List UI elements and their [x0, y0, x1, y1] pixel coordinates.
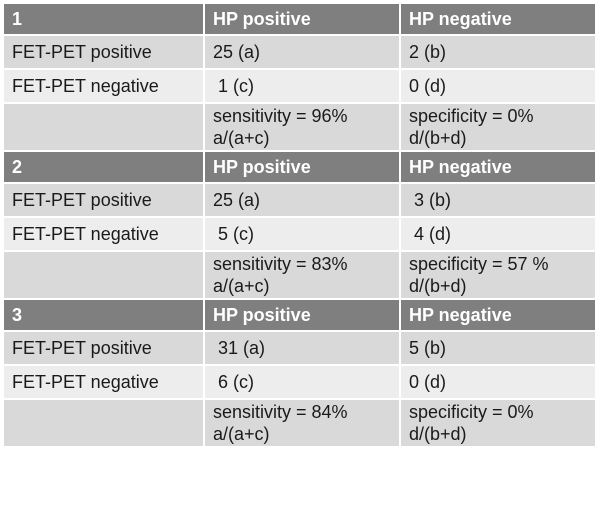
hp-positive-header: HP positive — [204, 4, 401, 36]
specificity-formula: d/(b+d) — [409, 276, 467, 296]
block-1-result-row: sensitivity = 96% a/(a+c) specificity = … — [4, 103, 595, 152]
specificity-value: specificity = 0% — [409, 402, 534, 422]
cell-b: 2 (b) — [400, 35, 595, 70]
row-label: FET-PET positive — [4, 183, 205, 218]
cell-d: 4 (d) — [400, 217, 595, 252]
specificity-formula: d/(b+d) — [409, 128, 467, 148]
block-3-fet-pet-positive-row: FET-PET positive 31 (a) 5 (b) — [4, 331, 595, 366]
block-2-header-row: 2 HP positive HP negative — [4, 151, 595, 184]
block-2-fet-pet-positive-row: FET-PET positive 25 (a) 3 (b) — [4, 183, 595, 218]
specificity-cell: specificity = 0% d/(b+d) — [400, 103, 595, 152]
block-3-result-row: sensitivity = 84% a/(a+c) specificity = … — [4, 399, 595, 448]
specificity-formula: d/(b+d) — [409, 424, 467, 444]
hp-positive-header: HP positive — [204, 299, 401, 332]
block-1-fet-pet-negative-row: FET-PET negative 1 (c) 0 (d) — [4, 69, 595, 104]
cell-b: 5 (b) — [400, 331, 595, 366]
specificity-value: specificity = 0% — [409, 106, 534, 126]
cell-c: 1 (c) — [204, 69, 401, 104]
block-1-header-row: 1 HP positive HP negative — [4, 4, 595, 36]
sensitivity-cell: sensitivity = 83% a/(a+c) — [204, 251, 401, 300]
block-number: 3 — [4, 299, 205, 332]
specificity-value: specificity = 57 % — [409, 254, 549, 274]
cell-b: 3 (b) — [400, 183, 595, 218]
specificity-cell: specificity = 0% d/(b+d) — [400, 399, 595, 448]
empty-cell — [4, 251, 205, 300]
sensitivity-cell: sensitivity = 84% a/(a+c) — [204, 399, 401, 448]
row-label: FET-PET positive — [4, 35, 205, 70]
specificity-cell: specificity = 57 % d/(b+d) — [400, 251, 595, 300]
sensitivity-value: sensitivity = 96% — [213, 106, 348, 126]
block-2-fet-pet-negative-row: FET-PET negative 5 (c) 4 (d) — [4, 217, 595, 252]
cell-d: 0 (d) — [400, 365, 595, 400]
block-number: 1 — [4, 4, 205, 36]
sensitivity-formula: a/(a+c) — [213, 128, 270, 148]
block-2-result-row: sensitivity = 83% a/(a+c) specificity = … — [4, 251, 595, 300]
row-label: FET-PET negative — [4, 365, 205, 400]
sensitivity-cell: sensitivity = 96% a/(a+c) — [204, 103, 401, 152]
hp-negative-header: HP negative — [400, 4, 595, 36]
hp-negative-header: HP negative — [400, 151, 595, 184]
block-1-fet-pet-positive-row: FET-PET positive 25 (a) 2 (b) — [4, 35, 595, 70]
cell-c: 5 (c) — [204, 217, 401, 252]
cell-a: 31 (a) — [204, 331, 401, 366]
sensitivity-formula: a/(a+c) — [213, 276, 270, 296]
row-label: FET-PET positive — [4, 331, 205, 366]
cell-a: 25 (a) — [204, 35, 401, 70]
sensitivity-formula: a/(a+c) — [213, 424, 270, 444]
row-label: FET-PET negative — [4, 217, 205, 252]
empty-cell — [4, 399, 205, 448]
block-3-header-row: 3 HP positive HP negative — [4, 299, 595, 332]
sensitivity-value: sensitivity = 83% — [213, 254, 348, 274]
empty-cell — [4, 103, 205, 152]
cell-c: 6 (c) — [204, 365, 401, 400]
row-label: FET-PET negative — [4, 69, 205, 104]
hp-positive-header: HP positive — [204, 151, 401, 184]
cell-a: 25 (a) — [204, 183, 401, 218]
block-3-fet-pet-negative-row: FET-PET negative 6 (c) 0 (d) — [4, 365, 595, 400]
sensitivity-value: sensitivity = 84% — [213, 402, 348, 422]
contingency-table: 1 HP positive HP negative FET-PET positi… — [4, 4, 595, 448]
hp-negative-header: HP negative — [400, 299, 595, 332]
block-number: 2 — [4, 151, 205, 184]
cell-d: 0 (d) — [400, 69, 595, 104]
